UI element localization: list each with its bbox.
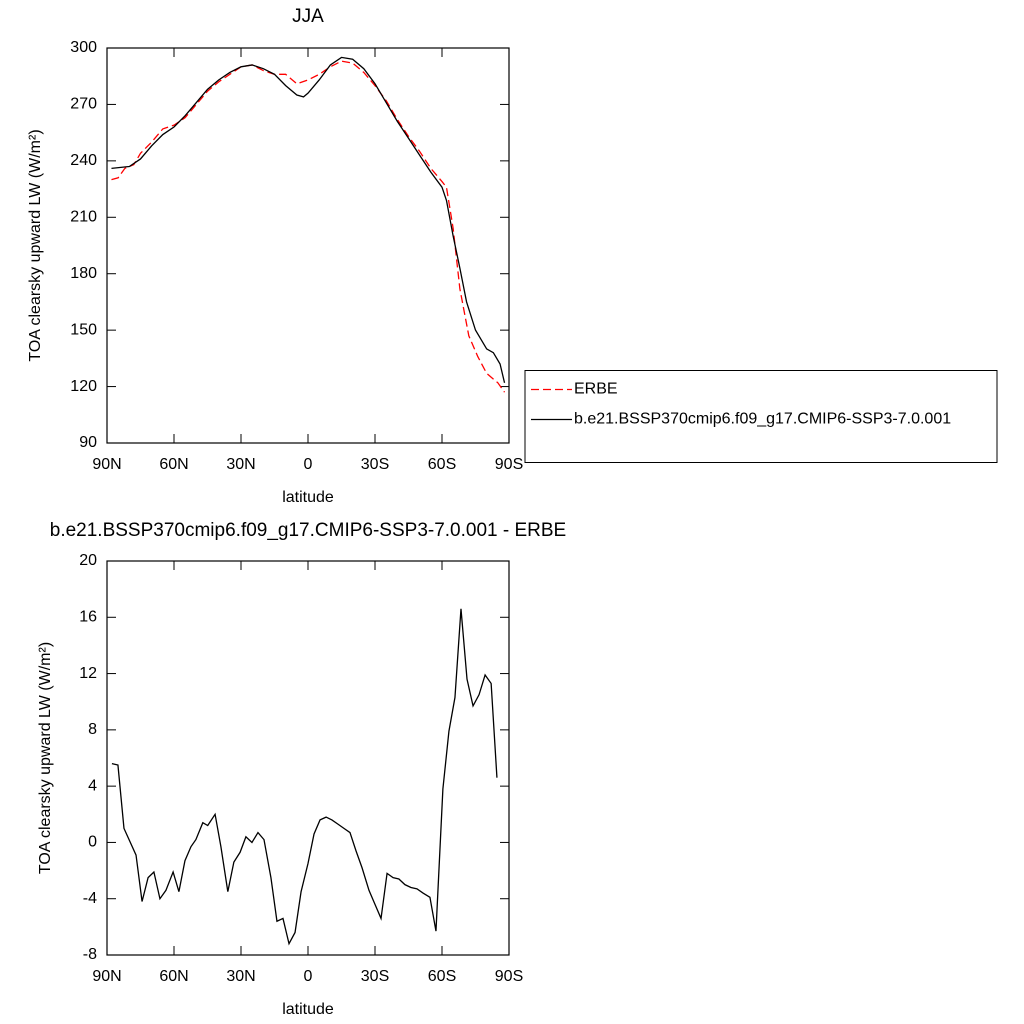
data-line	[111, 608, 498, 946]
x-tick-label: 0	[304, 968, 313, 985]
y-tick-label: 0	[88, 834, 97, 851]
plot-frame	[106, 47, 510, 444]
legend-box	[524, 370, 998, 463]
x-tick-label: 90N	[92, 456, 121, 473]
x-tick-label: 60S	[428, 456, 456, 473]
x-tick-label: 90S	[495, 968, 523, 985]
x-tick-label: 0	[304, 456, 313, 473]
x-tick-label: 30S	[361, 968, 389, 985]
y-axis-label: TOA clearsky upward LW (W/m²)	[37, 642, 54, 874]
legend-label: ERBE	[574, 381, 618, 398]
y-tick-label: 120	[70, 378, 97, 395]
x-tick-label: 90S	[495, 456, 523, 473]
y-tick-label: 270	[70, 96, 97, 113]
y-tick-label: 210	[70, 209, 97, 226]
y-tick-label: 4	[88, 777, 97, 794]
data-line	[111, 56, 506, 383]
y-tick-label: 90	[79, 434, 97, 451]
y-tick-label: -8	[83, 946, 97, 963]
y-axis-label: TOA clearsky upward LW (W/m²)	[27, 129, 44, 361]
x-tick-label: 30N	[226, 968, 255, 985]
x-tick-label: 60N	[159, 968, 188, 985]
y-tick-label: 8	[88, 721, 97, 738]
y-tick-label: -4	[83, 890, 97, 907]
x-tick-label: 90N	[92, 968, 121, 985]
y-tick-label: 300	[70, 39, 97, 56]
y-tick-label: 16	[79, 609, 97, 626]
x-tick-label: 30N	[226, 456, 255, 473]
x-tick-label: 60N	[159, 456, 188, 473]
legend-label: b.e21.BSSP370cmip6.f09_g17.CMIP6-SSP3-7.…	[574, 411, 951, 428]
x-axis-label: latitude	[282, 1001, 334, 1018]
y-tick-label: 180	[70, 265, 97, 282]
x-tick-label: 60S	[428, 968, 456, 985]
y-tick-label: 20	[79, 552, 97, 569]
y-tick-label: 12	[79, 665, 97, 682]
data-line	[111, 60, 506, 393]
chart-title: b.e21.BSSP370cmip6.f09_g17.CMIP6-SSP3-7.…	[50, 520, 566, 541]
y-tick-label: 240	[70, 152, 97, 169]
x-tick-label: 30S	[361, 456, 389, 473]
x-axis-label: latitude	[282, 489, 334, 506]
y-tick-label: 150	[70, 321, 97, 338]
chart-title: JJA	[292, 6, 324, 27]
plot-frame	[106, 560, 510, 956]
